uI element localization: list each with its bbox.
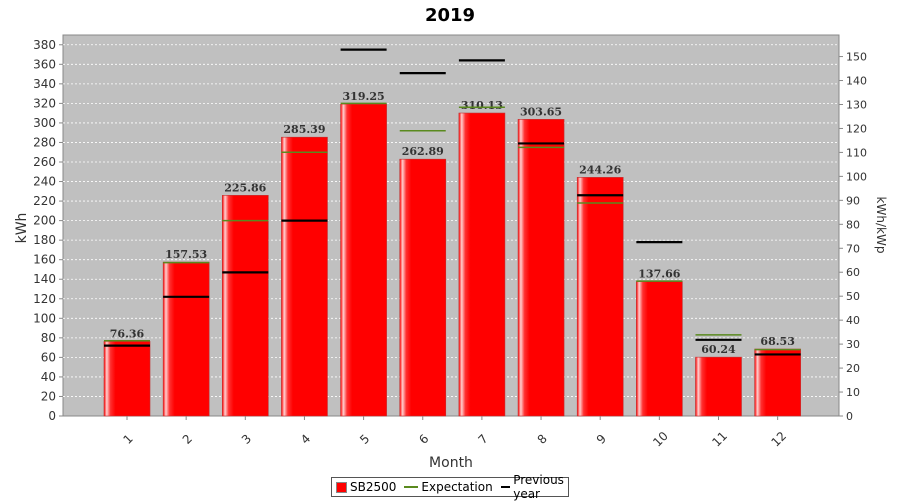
y-axis-right: 0 10 20 30 40 50 60 70 80 90 100 110 120 130 140 150: [839, 51, 867, 423]
data-label: 319.25: [343, 90, 385, 103]
data-label: 262.89: [402, 145, 444, 158]
legend: SB2500 Expectation Previous year: [331, 473, 569, 501]
legend-label-expectation: Expectation: [421, 480, 493, 494]
line-swatch-icon: [404, 486, 419, 488]
bar-swatch-icon: [336, 481, 347, 493]
y-tick-label: 360: [33, 57, 56, 71]
data-label: 60.24: [701, 343, 736, 356]
y-tick-label: 240: [33, 175, 56, 189]
y-axis-left: 0 20 40 60 80 100 120 140 160 180 200 220 240 260 280 3…: [33, 38, 63, 423]
legend-item-expectation: Expectation: [404, 480, 493, 494]
line-swatch-icon: [500, 486, 511, 488]
bar: [695, 356, 742, 417]
x-tick-label: 2: [180, 432, 195, 447]
legend-label-previous-year: Previous year: [513, 473, 564, 501]
x-tick-label: 8: [535, 432, 550, 447]
y-tick-label: 180: [33, 233, 56, 247]
x-axis-title: Month: [429, 455, 473, 471]
y2-tick-label: 110: [846, 146, 867, 159]
y-tick-label: 200: [33, 214, 56, 228]
x-tick-label: 3: [239, 432, 254, 447]
y2-tick-label: 150: [846, 51, 867, 64]
y-tick-label: 160: [33, 253, 56, 267]
y-tick-label: 260: [33, 155, 56, 169]
bar: [103, 341, 151, 417]
data-label: 225.86: [224, 181, 266, 194]
bar: [754, 348, 801, 417]
y-tick-label: 80: [41, 331, 56, 345]
y2-tick-label: 40: [846, 314, 860, 327]
data-label: 244.26: [579, 163, 621, 176]
y-tick-label: 320: [33, 96, 56, 110]
x-tick-label: 1: [121, 432, 136, 447]
y2-tick-label: 90: [846, 194, 860, 207]
y2-tick-label: 0: [846, 410, 853, 423]
y2-tick-label: 10: [846, 386, 860, 399]
y2-tick-label: 80: [846, 218, 860, 231]
data-label: 68.53: [760, 335, 794, 348]
bar: [162, 261, 210, 417]
legend-item-sb2500: SB2500: [336, 480, 396, 494]
y-tick-label: 340: [33, 77, 56, 91]
x-axis: 1 2 3 4 5 6 7 8 9 10 11 12: [121, 416, 789, 450]
x-tick-label: 10: [650, 429, 671, 450]
x-tick-label: 6: [416, 432, 431, 447]
y2-tick-label: 100: [846, 170, 867, 183]
y-tick-label: 300: [33, 116, 56, 130]
y2-axis-title: kWh/kWp: [874, 197, 888, 254]
y2-tick-label: 30: [846, 338, 860, 351]
y-tick-label: 220: [33, 194, 56, 208]
bar: [576, 177, 624, 417]
data-label: 310.13: [461, 99, 503, 112]
bar-series: 76.36 157.53 225.86 285.39 319.25 262.89 310.1…: [103, 90, 801, 417]
legend-item-previous-year: Previous year: [500, 473, 569, 501]
data-label: 285.39: [283, 123, 325, 136]
y-tick-label: 20: [41, 389, 56, 403]
y-tick-label: 60: [41, 350, 56, 364]
bar: [458, 112, 506, 417]
y-tick-label: 100: [33, 311, 56, 325]
y2-tick-label: 140: [846, 75, 867, 88]
data-label: 157.53: [165, 248, 207, 261]
y-tick-label: 280: [33, 135, 56, 149]
data-label: 76.36: [110, 327, 145, 340]
bar: [281, 136, 328, 417]
bar: [636, 281, 683, 417]
y-tick-label: 0: [48, 409, 56, 423]
x-tick-label: 11: [709, 429, 730, 450]
x-tick-label: 4: [298, 432, 313, 447]
data-label: 137.66: [638, 268, 680, 281]
bar: [222, 195, 269, 417]
bar: [340, 103, 387, 417]
x-tick-label: 12: [768, 429, 789, 450]
y2-tick-label: 130: [846, 98, 867, 111]
legend-label-sb2500: SB2500: [350, 480, 397, 494]
x-tick-label: 5: [357, 432, 372, 447]
x-tick-label: 7: [475, 432, 490, 447]
y-tick-label: 380: [33, 38, 56, 52]
bar: [399, 158, 447, 417]
y-tick-label: 120: [33, 292, 56, 306]
y2-tick-label: 120: [846, 122, 867, 135]
y-axis-title: kWh: [14, 213, 30, 244]
data-label: 303.65: [520, 105, 562, 118]
marker-series: [104, 48, 801, 356]
y2-tick-label: 60: [846, 266, 860, 279]
y-tick-label: 40: [41, 370, 56, 384]
x-tick-label: 9: [594, 432, 609, 447]
y2-tick-label: 20: [846, 362, 860, 375]
chart-title: 2019: [425, 5, 475, 26]
bar: [517, 119, 565, 417]
y2-tick-label: 70: [846, 242, 860, 255]
y2-tick-label: 50: [846, 290, 860, 303]
y-tick-label: 140: [33, 272, 56, 286]
